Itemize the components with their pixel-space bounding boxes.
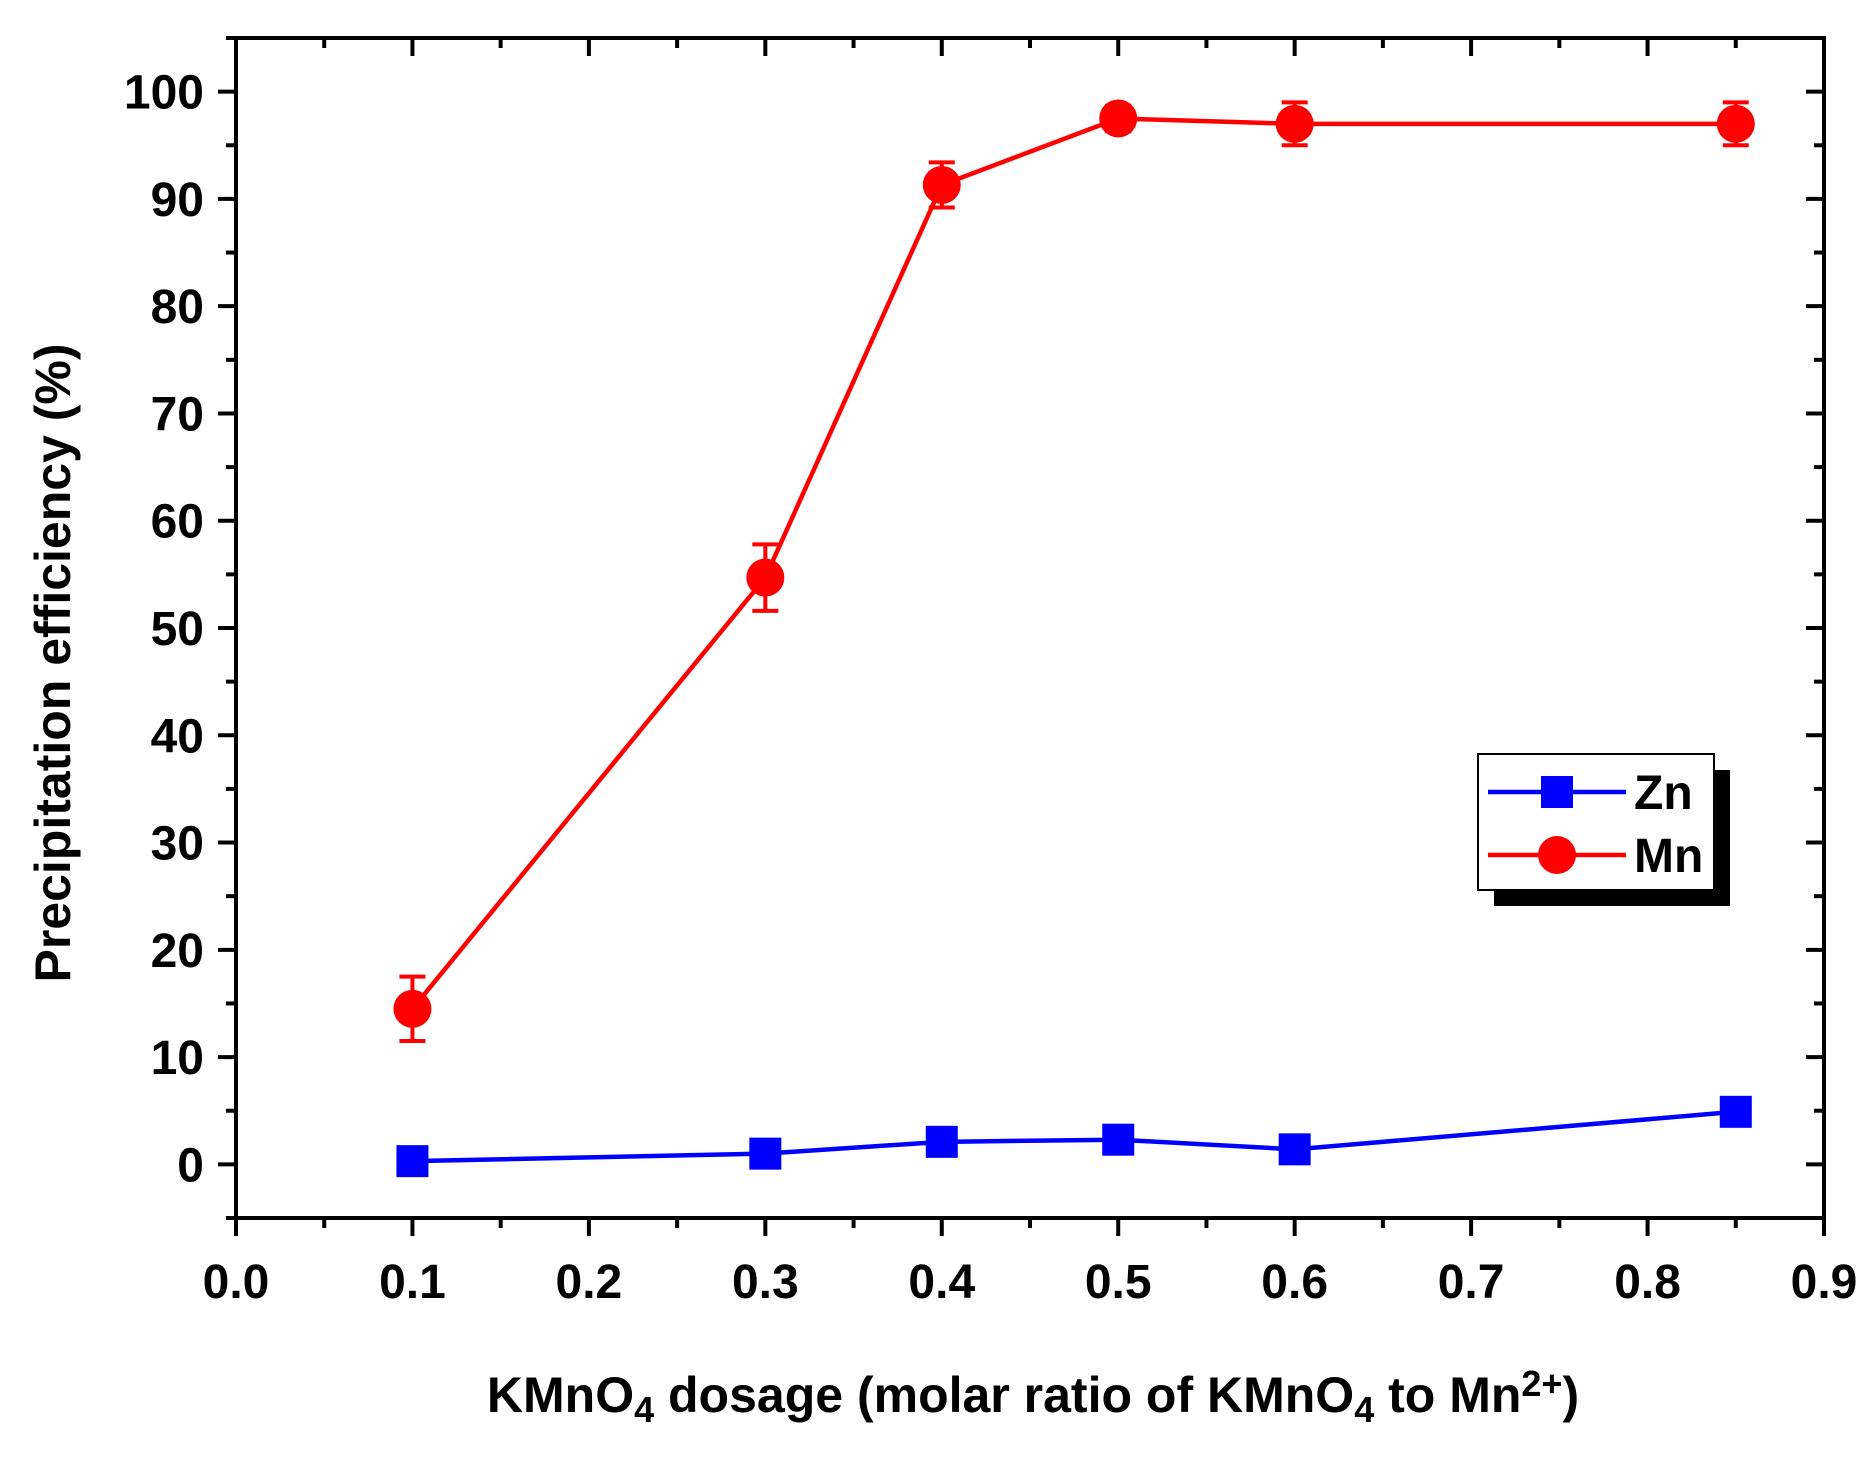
series-zn: [396, 1095, 1752, 1178]
y-tick-label: 40: [151, 710, 204, 763]
x-tick-label: 0.5: [1085, 1256, 1152, 1309]
legend-item-mn: Mn: [1488, 830, 1703, 883]
series-mn: [393, 99, 1755, 1043]
y-tick-label: 70: [151, 388, 204, 441]
y-axis-title: Precipitation efficiency (%): [25, 343, 81, 982]
data-point: [1099, 99, 1138, 138]
legend: Zn Mn: [1477, 753, 1730, 906]
y-tick-label: 60: [151, 496, 204, 549]
y-tick-label: 20: [151, 925, 204, 978]
x-axis-title-part: 4: [634, 1389, 654, 1430]
y-tick-label: 80: [151, 281, 204, 334]
data-point: [925, 1125, 958, 1158]
data-point: [1716, 104, 1755, 143]
data-point: [396, 1145, 429, 1178]
legend-marker: [1541, 776, 1573, 808]
data-point: [1278, 1133, 1311, 1166]
x-tick-label: 0.7: [1438, 1256, 1505, 1309]
x-axis-title-part: 2+: [1521, 1363, 1562, 1404]
x-tick-label: 0.3: [732, 1256, 799, 1309]
series-line-mn: [410, 116, 1736, 1011]
plot-frame-layer: [234, 36, 1826, 1220]
x-tick-label: 0.2: [556, 1256, 623, 1309]
data-point: [393, 989, 432, 1028]
x-axis-title-part: KMnO: [487, 1367, 634, 1423]
data-point: [746, 558, 785, 597]
data-point: [922, 165, 961, 204]
x-tick-label: 0.4: [908, 1256, 975, 1309]
plot-area: [236, 38, 1824, 1218]
y-tick-label: 50: [151, 603, 204, 656]
legend-marker: [1538, 836, 1576, 874]
x-axis-title-part: 4: [1354, 1389, 1374, 1430]
data-point: [749, 1137, 782, 1170]
y-tick-label: 30: [151, 818, 204, 871]
plot-frame: [234, 36, 1826, 1220]
y-tick-label: 90: [151, 174, 204, 227]
x-tick-label: 0.1: [379, 1256, 446, 1309]
legend-label: Mn: [1634, 830, 1703, 883]
data-point: [1275, 104, 1314, 143]
x-axis-title: KMnO4 dosage (molar ratio of KMnO4 to Mn…: [487, 1363, 1579, 1430]
y-tick-label: 100: [124, 67, 204, 120]
x-axis: 0.0 0.1 0.2 0.3 0.4 0.5 0.6 0.7 0.8 0.9: [203, 38, 1858, 1309]
x-tick-label: 0.9: [1791, 1256, 1858, 1309]
plot-background: [236, 38, 1824, 1218]
legend-box: [1477, 753, 1715, 891]
x-axis-title-part: to Mn: [1374, 1367, 1521, 1423]
series-layer: [393, 99, 1755, 1178]
x-tick-label: 0.6: [1261, 1256, 1328, 1309]
x-axis-title-part: dosage (molar ratio of KMnO: [654, 1367, 1354, 1423]
legend-label: Zn: [1634, 767, 1693, 820]
y-tick-label: 10: [151, 1032, 204, 1085]
y-tick-label: 0: [177, 1139, 204, 1192]
series-line-zn: [412, 1109, 1736, 1164]
data-point: [1719, 1095, 1752, 1128]
x-axis-title-part: ): [1562, 1367, 1579, 1423]
x-tick-label: 0.0: [203, 1256, 270, 1309]
legend-item-zn: Zn: [1488, 767, 1693, 820]
x-tick-label: 0.8: [1614, 1256, 1681, 1309]
data-point: [1102, 1123, 1135, 1156]
